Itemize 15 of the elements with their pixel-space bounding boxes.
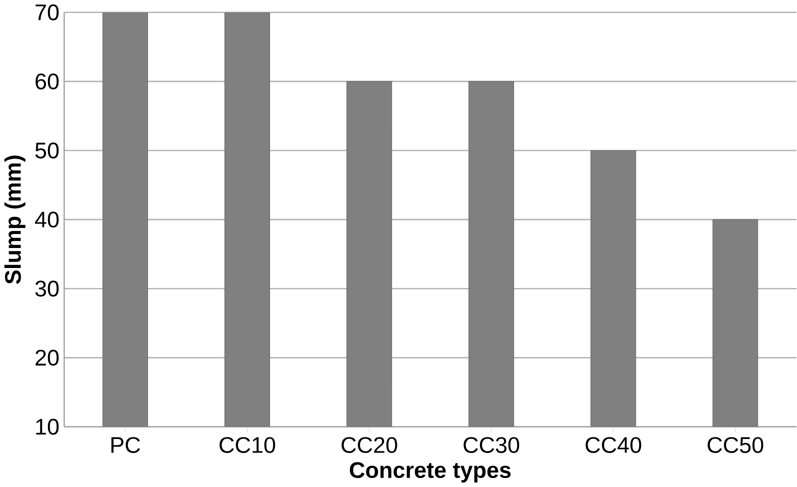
- x-tick-label: CC40: [586, 437, 642, 454]
- y-tick-label: 50: [35, 142, 59, 159]
- y-tick-label: 60: [36, 74, 59, 90]
- y-tick-label: 30: [35, 280, 59, 297]
- y-tick-label: 40: [35, 212, 59, 228]
- y-tick-label: 70: [36, 4, 59, 20]
- y-tick-label: 20: [36, 350, 59, 366]
- x-tick-label: CC10: [220, 437, 276, 454]
- x-tick-label: CC30: [464, 437, 520, 454]
- y-axis-title: Slump (mm): [4, 156, 26, 284]
- y-tick-label: 10: [36, 418, 59, 435]
- x-tick-label: CC50: [708, 437, 764, 454]
- x-axis-title: Concrete types: [350, 462, 511, 483]
- x-tick-label: PC: [111, 437, 140, 454]
- x-tick-label: CC20: [342, 437, 398, 454]
